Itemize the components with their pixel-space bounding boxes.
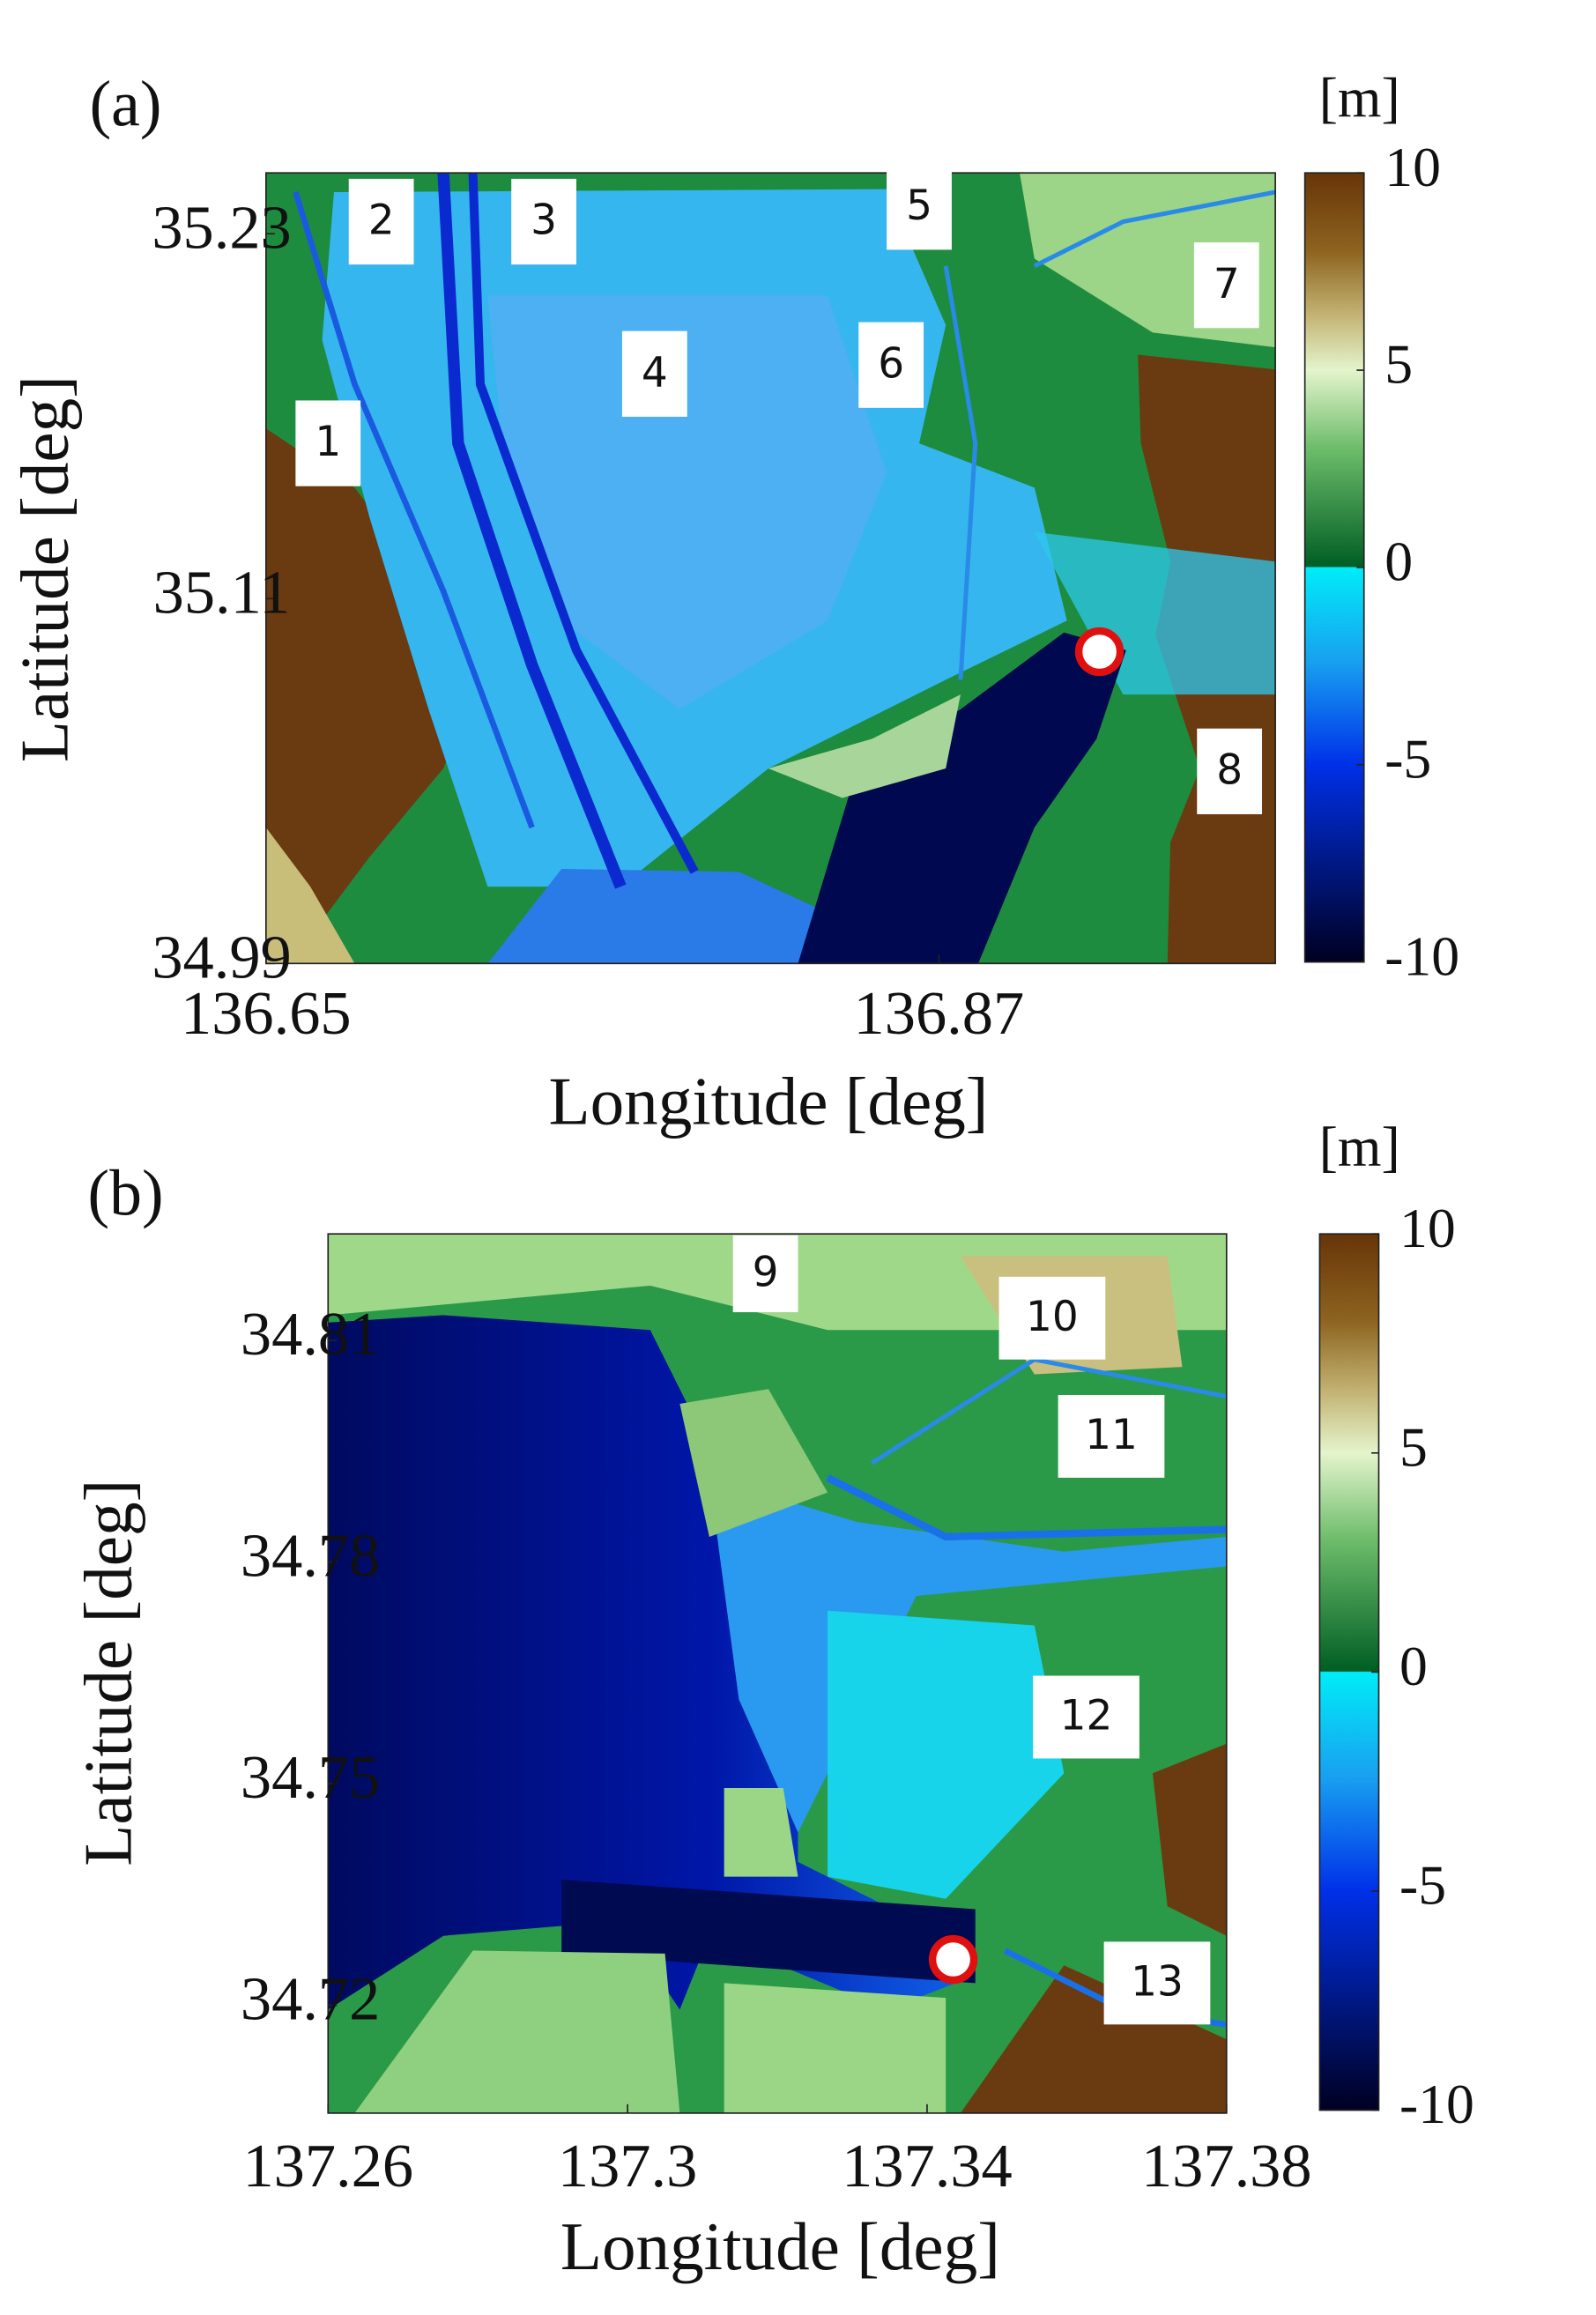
region-box (1197, 728, 1263, 814)
map-a (265, 173, 1276, 964)
station-marker (1074, 627, 1125, 677)
x-axis-label: Longitude [deg] (560, 2208, 1000, 2284)
y-tick-label: 34.78 (241, 1522, 380, 1591)
y-tick-label: 34.81 (241, 1300, 380, 1369)
map-frame (264, 172, 1276, 965)
region-box (858, 322, 924, 408)
region-box (732, 1235, 798, 1313)
x-axis-label: Longitude [deg] (548, 1063, 988, 1139)
colorbar-tick-label: 10 (1384, 136, 1441, 198)
x-tick-label: 136.65 (181, 979, 352, 1048)
region-label: 5 (906, 182, 932, 230)
region-box (1058, 1394, 1165, 1478)
region-label: 8 (1216, 746, 1243, 795)
panel-label: (b) (88, 1157, 164, 1229)
region-box (511, 178, 576, 265)
map-b (328, 1234, 1227, 2113)
region-box (348, 178, 414, 265)
colorbar-tick-label: -5 (1384, 727, 1431, 790)
colorbar-tick-label: 10 (1399, 1197, 1456, 1259)
colorbar-tick-label: -10 (1399, 2073, 1474, 2135)
region-label: 9 (753, 1249, 779, 1297)
region-box (998, 1276, 1106, 1360)
region-box (295, 400, 361, 486)
colorbar (1318, 1233, 1380, 2111)
y-tick-label: 34.72 (241, 1965, 380, 2034)
region-label: 1 (315, 418, 341, 466)
colorbar-tick-label: -5 (1399, 1854, 1446, 1917)
y-tick-label: 34.99 (152, 923, 291, 991)
region-label: 12 (1060, 1692, 1113, 1740)
y-axis-label: Latitude [deg] (6, 375, 82, 762)
panel-label: (a) (90, 68, 162, 140)
region-label: 10 (1026, 1293, 1079, 1341)
y-tick-label: 34.75 (241, 1743, 380, 1812)
map-frame (327, 1233, 1228, 2114)
region-box (1103, 1941, 1211, 2025)
y-axis-label: Latitude [deg] (70, 1480, 145, 1866)
colorbar-unit: [m] (1319, 1116, 1400, 1178)
region-box (1193, 242, 1259, 329)
colorbar-tick-label: 0 (1384, 531, 1413, 593)
station-marker (928, 1934, 978, 1985)
y-tick-label: 35.23 (152, 193, 291, 262)
region-label: 4 (642, 348, 668, 397)
region-label: 13 (1131, 1958, 1184, 2007)
x-tick-label: 137.38 (1141, 2132, 1312, 2200)
colorbar (1303, 172, 1365, 963)
x-tick-label: 137.3 (558, 2132, 697, 2200)
colorbar-tick-label: -10 (1384, 924, 1459, 987)
colorbar-tick-label: 0 (1399, 1635, 1428, 1697)
colorbar-tick-label: 5 (1384, 333, 1413, 396)
region-label: 2 (368, 197, 395, 245)
region-box (887, 164, 952, 250)
x-tick-label: 136.87 (854, 979, 1025, 1048)
region-label: 7 (1214, 260, 1240, 308)
x-tick-label: 137.34 (842, 2132, 1013, 2200)
colorbar-unit: [m] (1319, 66, 1400, 129)
region-box (621, 330, 687, 417)
x-tick-label: 137.26 (242, 2132, 413, 2200)
region-label: 3 (531, 197, 557, 245)
region-label: 6 (878, 339, 904, 388)
y-tick-label: 35.11 (153, 558, 291, 627)
region-box (1033, 1675, 1139, 1759)
colorbar-tick-label: 5 (1399, 1415, 1428, 1478)
region-label: 11 (1085, 1411, 1138, 1459)
